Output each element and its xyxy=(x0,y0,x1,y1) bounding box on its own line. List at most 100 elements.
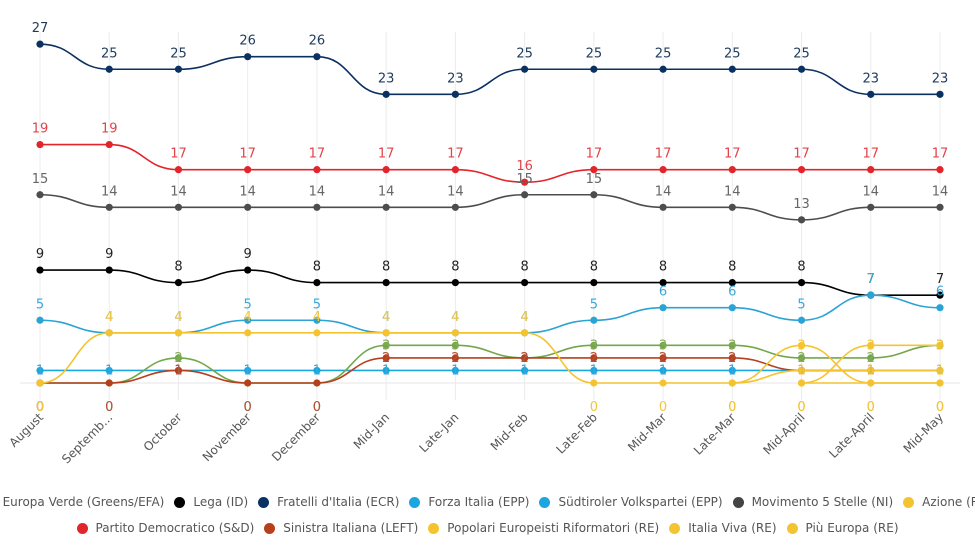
data-label: 0 xyxy=(867,400,875,415)
data-label: 4 xyxy=(313,310,321,325)
data-label: 1 xyxy=(936,363,944,378)
data-label: 14 xyxy=(239,184,256,199)
data-label: 23 xyxy=(932,71,949,86)
legend-row-2: Partito Democratico (S&D) Sinistra Italia… xyxy=(0,521,975,535)
data-point xyxy=(728,304,736,312)
data-label: 17 xyxy=(932,147,949,162)
legend-item[interactable]: Azione (RE) xyxy=(903,495,975,509)
data-label: 23 xyxy=(862,71,879,86)
data-point xyxy=(36,266,44,274)
data-point xyxy=(797,341,806,349)
legend-item[interactable]: Forza Italia (EPP) xyxy=(409,495,529,509)
data-point xyxy=(728,341,736,349)
data-point xyxy=(36,140,44,149)
data-label: 0 xyxy=(313,400,321,415)
data-label: 4 xyxy=(105,310,113,325)
legend-item[interactable]: Più Europa (RE) xyxy=(786,521,899,535)
data-label: 0 xyxy=(797,400,805,415)
data-point xyxy=(521,191,529,199)
data-point xyxy=(590,279,598,287)
data-point xyxy=(105,379,113,387)
legend-marker-icon xyxy=(669,522,681,534)
data-label: 23 xyxy=(447,71,464,86)
data-label: 25 xyxy=(101,46,118,61)
legend-item[interactable]: Fratelli d'Italia (ECR) xyxy=(258,495,399,509)
data-point xyxy=(313,203,321,211)
data-label: 5 xyxy=(590,297,598,312)
legend-item[interactable]: Partito Democratico (S&D) xyxy=(76,521,255,535)
data-label: 1 xyxy=(105,363,113,378)
data-label: 3 xyxy=(936,338,944,353)
data-label: 0 xyxy=(105,400,113,415)
data-point xyxy=(728,379,736,387)
data-point xyxy=(936,291,944,299)
data-point xyxy=(382,203,390,211)
data-label: 26 xyxy=(309,34,326,49)
data-label: 4 xyxy=(174,310,182,325)
data-label: 1 xyxy=(797,363,805,378)
legend-item[interactable]: Sinistra Italiana (LEFT) xyxy=(264,521,418,535)
data-label: 25 xyxy=(655,46,672,61)
data-label: 1 xyxy=(244,363,252,378)
data-point xyxy=(382,354,390,362)
legend-label: Movimento 5 Stelle (NI) xyxy=(751,495,894,509)
data-label: 7 xyxy=(936,272,944,287)
data-label: 0 xyxy=(936,400,944,415)
legend-item[interactable]: Lega (ID) xyxy=(174,495,248,509)
data-label: 8 xyxy=(174,260,182,275)
legend-label: Popolari Europeisti Riformatori (RE) xyxy=(447,521,660,535)
data-label: 15 xyxy=(32,172,49,187)
data-point xyxy=(105,329,113,337)
data-point xyxy=(728,366,736,375)
data-label: 25 xyxy=(793,46,810,61)
data-label: 9 xyxy=(105,247,113,262)
data-label: 1 xyxy=(797,363,805,378)
data-point xyxy=(244,379,252,387)
legend-item[interactable]: Italia Viva (RE) xyxy=(669,521,777,535)
data-point xyxy=(382,279,390,287)
data-label: 7 xyxy=(867,272,875,287)
data-label: 4 xyxy=(382,310,390,325)
x-tick-label: October xyxy=(141,410,185,454)
data-label: 0 xyxy=(105,400,113,415)
data-label: 1 xyxy=(867,363,875,378)
data-label: 0 xyxy=(36,400,44,415)
x-tick-label: Late-Jan xyxy=(417,410,462,455)
gridlines xyxy=(20,32,960,400)
data-point xyxy=(659,366,667,375)
data-label: 17 xyxy=(793,147,810,162)
data-point xyxy=(521,354,529,362)
data-point xyxy=(521,65,529,73)
data-point xyxy=(936,166,944,174)
data-point xyxy=(590,366,598,375)
legend-row-1: Europa Verde (Greens/EFA) Lega (ID) Fratel… xyxy=(0,495,975,509)
data-label: 2 xyxy=(728,351,736,366)
legend-marker-icon xyxy=(174,496,186,508)
data-point xyxy=(797,216,806,224)
data-point xyxy=(936,203,944,211)
data-point xyxy=(36,366,44,375)
legend-label: Partito Democratico (S&D) xyxy=(95,521,255,535)
data-point xyxy=(36,40,44,48)
data-point xyxy=(244,316,252,324)
legend-item[interactable]: Movimento 5 Stelle (NI) xyxy=(732,495,894,509)
data-point xyxy=(797,166,806,174)
data-point xyxy=(728,354,736,362)
data-point xyxy=(382,329,390,337)
legend-item[interactable]: Europa Verde (Greens/EFA) xyxy=(0,495,165,509)
data-label: 3 xyxy=(936,338,944,353)
data-label: 0 xyxy=(590,400,598,415)
data-label: 4 xyxy=(382,310,390,325)
data-label: 17 xyxy=(447,147,464,162)
data-label: 8 xyxy=(382,260,390,275)
data-point xyxy=(382,366,390,375)
data-label: 1 xyxy=(867,363,875,378)
data-label: 8 xyxy=(451,260,459,275)
data-point xyxy=(451,366,459,375)
data-label: 8 xyxy=(659,260,667,275)
data-point xyxy=(105,65,113,73)
data-label: 4 xyxy=(174,310,182,325)
legend-item[interactable]: Südtiroler Volkspartei (EPP) xyxy=(539,495,723,509)
legend-item[interactable]: Popolari Europeisti Riformatori (RE) xyxy=(428,521,659,535)
